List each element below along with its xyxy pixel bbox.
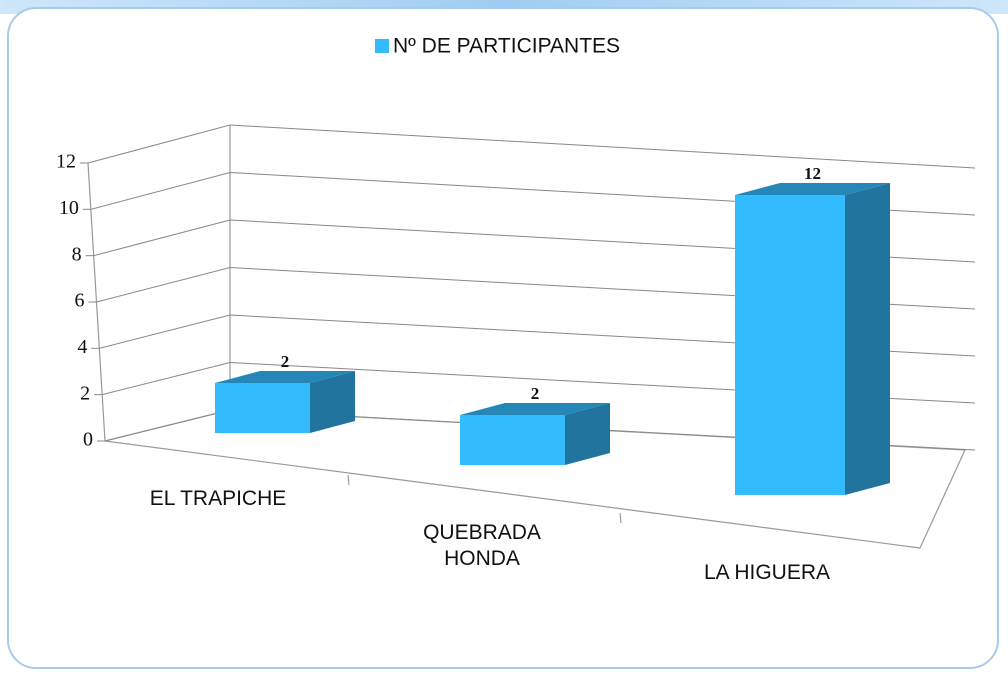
grid-line (102, 361, 976, 404)
legend-label: Nº DE PARTICIPANTES (393, 35, 620, 58)
y-tick-label: 12 (56, 151, 76, 173)
legend: Nº DE PARTICIPANTES (375, 35, 620, 58)
x-tick-label: LA HIGUERA (703, 561, 831, 584)
y-tick-label: 10 (59, 197, 79, 219)
x-tick-label: QUEBRADA HONDA (423, 521, 541, 570)
data-label: 2 (281, 352, 290, 371)
bar (735, 195, 845, 495)
grid-line (96, 266, 976, 310)
legend-swatch (375, 39, 389, 53)
bar-side (565, 403, 610, 465)
bar-side (845, 183, 890, 495)
data-label: 12 (804, 164, 821, 183)
y-tick-label: 8 (72, 243, 82, 265)
front-edge (104, 440, 921, 549)
x-tick (347, 474, 350, 486)
bar (215, 383, 310, 433)
bar-top (215, 371, 355, 383)
x-tick (619, 512, 622, 524)
bar (460, 415, 565, 465)
bar-top (735, 183, 890, 195)
data-label: 2 (531, 384, 540, 403)
y-tick-label: 6 (75, 290, 85, 312)
frame (7, 7, 999, 669)
grid-line (87, 124, 976, 169)
grid-line (99, 314, 976, 357)
grid-line (90, 171, 976, 216)
y-tick-label: 2 (80, 382, 90, 404)
y-tick-label: 4 (77, 336, 87, 358)
grid-line (93, 219, 976, 263)
bar-top (460, 403, 610, 415)
y-tick-label: 0 (83, 429, 93, 451)
x-tick-label: EL TRAPICHE (149, 487, 287, 510)
bar-side (310, 371, 355, 433)
